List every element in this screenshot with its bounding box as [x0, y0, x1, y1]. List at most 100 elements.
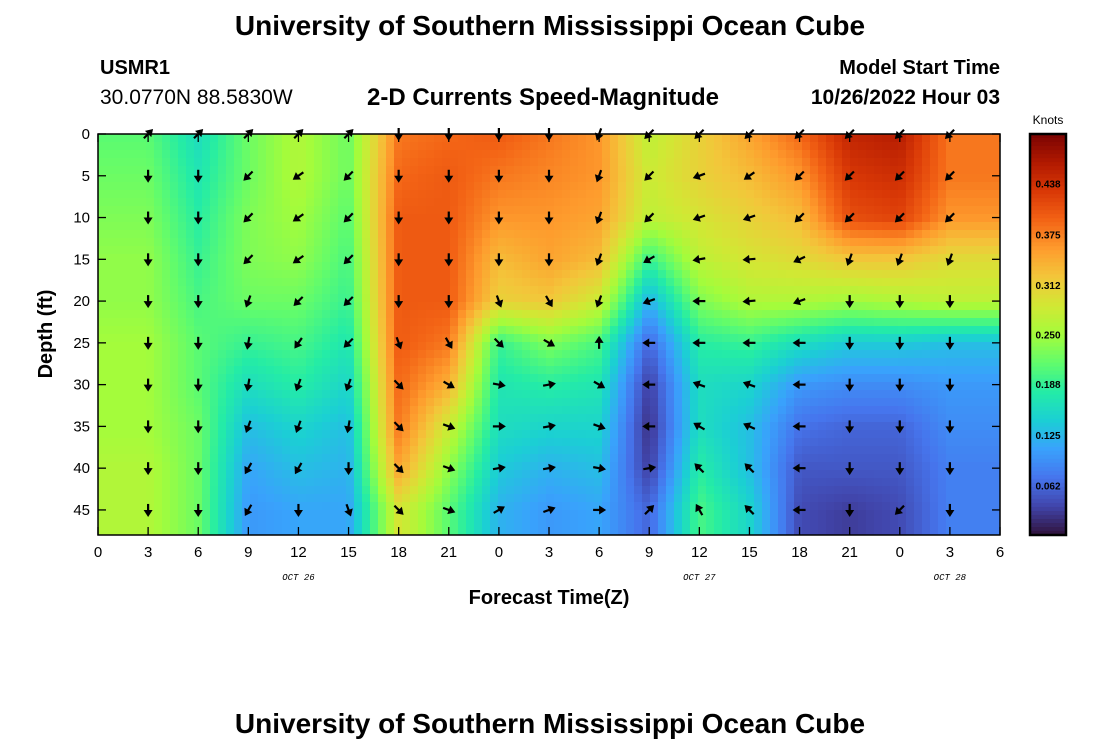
heatmap-cell	[458, 134, 467, 143]
heatmap-cell	[826, 166, 835, 175]
heatmap-cell	[130, 366, 139, 375]
heatmap-cell	[298, 198, 307, 207]
heatmap-cell	[642, 406, 651, 415]
heatmap-cell	[490, 406, 499, 415]
heatmap-cell	[802, 414, 811, 423]
heatmap-cell	[538, 350, 547, 359]
heatmap-cell	[562, 174, 571, 183]
heatmap-cell	[322, 238, 331, 247]
heatmap-cell	[610, 246, 619, 255]
heatmap-cell	[714, 326, 723, 335]
heatmap-cell	[186, 406, 195, 415]
heatmap-cell	[930, 134, 939, 143]
heatmap-cell	[418, 198, 427, 207]
heatmap-cell	[706, 438, 715, 447]
heatmap-cell	[690, 462, 699, 471]
heatmap-cell	[866, 334, 875, 343]
heatmap-cell	[506, 326, 515, 335]
heatmap-cell	[522, 454, 531, 463]
heatmap-cell	[578, 142, 587, 151]
heatmap-cell	[122, 318, 131, 327]
heatmap-cell	[730, 462, 739, 471]
heatmap-cell	[786, 342, 795, 351]
heatmap-cell	[674, 174, 683, 183]
heatmap-cell	[218, 262, 227, 271]
heatmap-cell	[266, 294, 275, 303]
heatmap-cell	[970, 158, 979, 167]
heatmap-cell	[890, 182, 899, 191]
heatmap-cell	[642, 198, 651, 207]
heatmap-cell	[250, 142, 259, 151]
heatmap-cell	[242, 278, 251, 287]
heatmap-cell	[202, 158, 211, 167]
heatmap-cell	[210, 382, 219, 391]
heatmap-cell	[962, 238, 971, 247]
heatmap-cell	[786, 446, 795, 455]
heatmap-cell	[338, 478, 347, 487]
heatmap-cell	[554, 382, 563, 391]
heatmap-cell	[970, 246, 979, 255]
heatmap-cell	[250, 158, 259, 167]
heatmap-cell	[106, 486, 115, 495]
heatmap-cell	[146, 446, 155, 455]
heatmap-cell	[962, 414, 971, 423]
heatmap-cell	[954, 422, 963, 431]
heatmap-cell	[242, 454, 251, 463]
heatmap-cell	[602, 350, 611, 359]
heatmap-cell	[306, 270, 315, 279]
heatmap-cell	[714, 206, 723, 215]
heatmap-cell	[666, 374, 675, 383]
heatmap-cell	[682, 294, 691, 303]
heatmap-cell	[642, 294, 651, 303]
heatmap-cell	[218, 406, 227, 415]
heatmap-cell	[634, 174, 643, 183]
heatmap-cell	[970, 462, 979, 471]
heatmap-cell	[858, 422, 867, 431]
heatmap-cell	[266, 214, 275, 223]
heatmap-cell	[314, 326, 323, 335]
heatmap-cell	[746, 134, 755, 143]
heatmap-cell	[530, 246, 539, 255]
heatmap-cell	[194, 278, 203, 287]
heatmap-cell	[330, 310, 339, 319]
heatmap-cell	[442, 134, 451, 143]
heatmap-cell	[858, 310, 867, 319]
heatmap-cell	[570, 406, 579, 415]
heatmap-cell	[130, 390, 139, 399]
heatmap-cell	[802, 182, 811, 191]
heatmap-cell	[226, 302, 235, 311]
heatmap-cell	[274, 414, 283, 423]
heatmap-cell	[434, 238, 443, 247]
heatmap-cell	[626, 150, 635, 159]
heatmap-cell	[666, 438, 675, 447]
heatmap-cell	[530, 406, 539, 415]
heatmap-cell	[586, 262, 595, 271]
heatmap-cell	[402, 190, 411, 199]
heatmap-cell	[410, 278, 419, 287]
heatmap-cell	[394, 182, 403, 191]
heatmap-cell	[114, 366, 123, 375]
heatmap-cell	[106, 198, 115, 207]
heatmap-cell	[930, 246, 939, 255]
heatmap-cell	[626, 270, 635, 279]
heatmap-cell	[458, 270, 467, 279]
heatmap-cell	[530, 182, 539, 191]
heatmap-cell	[962, 150, 971, 159]
heatmap-cell	[554, 214, 563, 223]
heatmap-cell	[306, 222, 315, 231]
heatmap-cell	[706, 150, 715, 159]
heatmap-cell	[850, 462, 859, 471]
heatmap-cell	[186, 342, 195, 351]
heatmap-cell	[298, 326, 307, 335]
heatmap-cell	[226, 294, 235, 303]
heatmap-cell	[938, 254, 947, 263]
heatmap-cell	[386, 158, 395, 167]
heatmap-cell	[458, 222, 467, 231]
heatmap-cell	[378, 382, 387, 391]
heatmap-cell	[130, 350, 139, 359]
heatmap-cell	[770, 334, 779, 343]
heatmap-cell	[98, 278, 107, 287]
heatmap-cell	[834, 174, 843, 183]
heatmap-cell	[482, 302, 491, 311]
heatmap-cell	[522, 222, 531, 231]
